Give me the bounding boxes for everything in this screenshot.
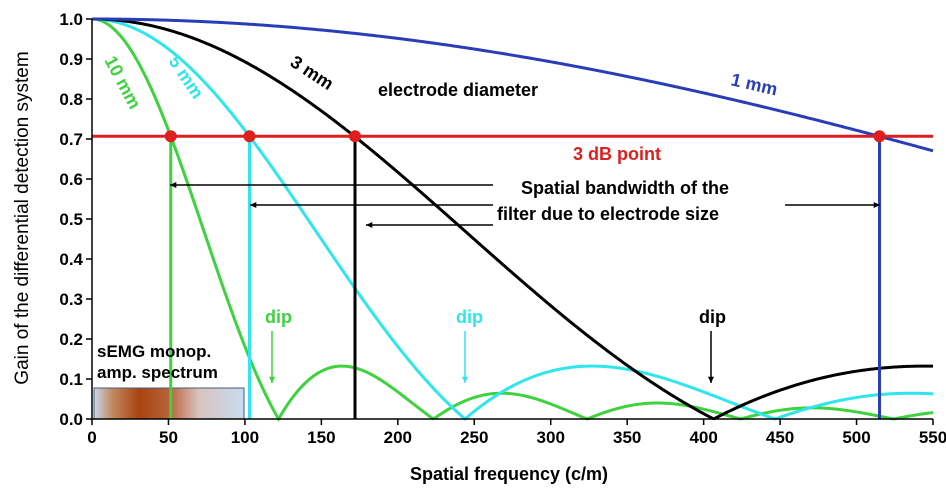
y-tick-label: 0.9 (59, 50, 83, 69)
x-tick-label: 500 (842, 428, 870, 447)
dip-arrow-cyan-head (461, 376, 469, 383)
x-tick-label: 250 (460, 428, 488, 447)
y-tick-label: 0.2 (59, 330, 83, 349)
semg-spectrum-box (93, 387, 245, 420)
cutoff-point-10mm (164, 130, 177, 143)
x-axis-label: Spatial frequency (c/m) (410, 464, 608, 484)
semg-label-line1: sEMG monop. (97, 342, 211, 361)
series-line-5mm (91, 17, 934, 421)
threshold-label: 3 dB point (573, 144, 661, 164)
x-tick-label: 350 (613, 428, 641, 447)
dip-arrow-black-head (707, 376, 715, 383)
y-tick-label: 0.5 (59, 210, 83, 229)
cutoff-point-3mm (349, 130, 362, 143)
dip-arrow-green-head (268, 376, 276, 383)
semg-spectrum-bar (93, 387, 245, 420)
x-tick-label: 400 (689, 428, 717, 447)
y-tick-label: 0.0 (59, 410, 83, 429)
y-tick-label: 0.8 (59, 90, 83, 109)
series-line-10mm (91, 17, 934, 422)
y-tick-label: 0.7 (59, 130, 83, 149)
y-tick-label: 0.1 (59, 370, 83, 389)
bandwidth-arrow-3mm-head (366, 221, 373, 229)
cutoff-point-1mm (873, 130, 886, 143)
dip-label-cyan: dip (456, 307, 483, 327)
annotations (170, 181, 880, 383)
dip-label-black: dip (699, 307, 726, 327)
electrode-diameter-label: electrode diameter (378, 80, 538, 100)
x-tick-label: 50 (159, 428, 178, 447)
x-tick-label: 450 (766, 428, 794, 447)
x-tick-label: 300 (537, 428, 565, 447)
curves (91, 17, 934, 422)
series-line-3mm (92, 17, 934, 421)
x-tick-label: 100 (231, 428, 259, 447)
series-label-1mm: 1 mm (729, 69, 779, 99)
x-tick-label: 150 (307, 428, 335, 447)
semg-label-line2: amp. spectrum (97, 363, 218, 382)
bandwidth-label-line2: filter due to electrode size (497, 204, 719, 224)
series-label-3mm: 3 mm (287, 52, 337, 94)
threshold-layer (92, 130, 933, 419)
y-tick-label: 0.4 (59, 250, 83, 269)
bandwidth-label-line1: Spatial bandwidth of the (521, 178, 729, 198)
x-tick-label: 0 (87, 428, 96, 447)
bandwidth-arrow-5mm-head (250, 201, 257, 209)
axes: 0.0 0.1 0.2 0.3 0.4 0.5 0.6 0.7 0.8 0.9 1.0 0 50 100 1… (59, 10, 946, 447)
bandwidth-arrow-1mm-head (873, 201, 880, 209)
bandwidth-arrow-10mm-head (170, 181, 177, 189)
series-line-1mm (92, 17, 934, 153)
y-tick-label: 1.0 (59, 10, 83, 29)
y-tick-label: 0.6 (59, 170, 83, 189)
y-axis-label: Gain of the differential detection syste… (12, 51, 33, 384)
dip-label-green: dip (265, 307, 292, 327)
x-tick-label: 200 (384, 428, 412, 447)
x-tick-label: 550 (919, 428, 946, 447)
y-tick-label: 0.3 (59, 290, 83, 309)
cutoff-point-5mm (243, 130, 256, 143)
